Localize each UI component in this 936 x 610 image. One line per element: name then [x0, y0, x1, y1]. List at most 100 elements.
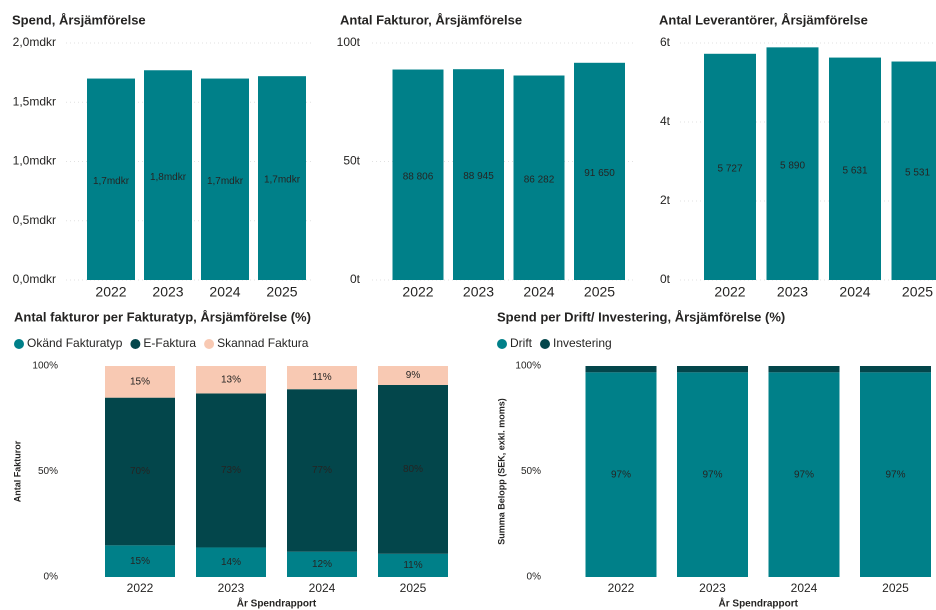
- x-tick-label: 2024: [839, 284, 870, 300]
- y-tick-label: 2,0mdkr: [13, 35, 56, 49]
- data-label: 88 945: [463, 171, 494, 182]
- data-label: 1,7mdkr: [264, 175, 301, 186]
- data-label: 1,8mdkr: [150, 172, 187, 183]
- bar-segment: [287, 551, 357, 577]
- x-tick-label: 2022: [714, 284, 745, 300]
- x-axis-label: År Spendrapport: [237, 597, 317, 610]
- bar-segment: [196, 366, 266, 394]
- chart-title: Antal Leverantörer, Årsjämförelse: [659, 12, 868, 27]
- y-tick-label: 50%: [38, 466, 58, 477]
- data-label: 1,7mdkr: [93, 176, 130, 187]
- data-label: 15%: [130, 376, 150, 387]
- x-tick-label: 2022: [127, 581, 154, 595]
- y-tick-label: 2t: [660, 193, 671, 207]
- bar-segment: [677, 372, 748, 577]
- bar-segment: [378, 384, 448, 554]
- y-tick-label: 0%: [527, 572, 542, 583]
- data-label: 11%: [403, 560, 422, 571]
- y-tick-label: 4t: [660, 114, 671, 128]
- data-label: 13%: [221, 374, 241, 385]
- chart-title: Spend per Drift/ Investering, Årsjämföre…: [497, 309, 785, 324]
- legend-label: Okänd Fakturatyp: [27, 336, 123, 350]
- x-tick-label: 2023: [699, 581, 726, 595]
- bar-segment: [860, 372, 931, 577]
- bar-segment: [378, 366, 448, 385]
- x-tick-label: 2022: [608, 581, 635, 595]
- y-tick-label: 50%: [521, 466, 541, 477]
- x-tick-label: 2023: [463, 284, 494, 300]
- bar: [829, 57, 881, 280]
- x-tick-label: 2024: [209, 284, 240, 300]
- y-tick-label: 0,5mdkr: [13, 213, 56, 227]
- bar: [201, 78, 249, 280]
- data-label: 97%: [702, 469, 722, 480]
- data-label: 97%: [611, 469, 631, 480]
- data-label: 73%: [221, 465, 241, 476]
- data-label: 80%: [403, 464, 423, 475]
- bar-segment: [105, 366, 175, 398]
- y-tick-label: 0,0mdkr: [13, 272, 56, 286]
- data-label: 97%: [794, 469, 814, 480]
- data-label: 88 806: [403, 171, 434, 182]
- data-label: 86 282: [524, 174, 555, 185]
- legend-label: Skannad Faktura: [217, 336, 309, 350]
- data-label: 91 650: [584, 168, 615, 179]
- y-tick-label: 100%: [515, 361, 541, 372]
- data-label: 97%: [885, 469, 905, 480]
- legend-marker: [204, 339, 215, 349]
- bar: [513, 75, 565, 280]
- x-tick-label: 2023: [777, 284, 808, 300]
- data-label: 14%: [221, 557, 241, 568]
- x-tick-label: 2025: [902, 284, 933, 300]
- x-tick-label: 2023: [218, 581, 245, 595]
- x-tick-label: 2025: [882, 581, 909, 595]
- data-label: 70%: [130, 466, 150, 477]
- y-tick-label: 100%: [32, 361, 58, 372]
- y-tick-label: 1,0mdkr: [13, 154, 56, 168]
- data-label: 5 531: [905, 167, 930, 178]
- y-axis-label: Summa Belopp (SEK, exkl. moms): [496, 398, 506, 545]
- bar-segment: [378, 553, 448, 577]
- data-label: 15%: [130, 556, 150, 567]
- bar-segment: [585, 366, 657, 373]
- bar-segment: [768, 372, 840, 577]
- legend-marker: [130, 339, 141, 349]
- y-tick-label: 50t: [343, 154, 360, 168]
- bar: [392, 69, 444, 280]
- data-label: 9%: [406, 370, 421, 381]
- y-tick-label: 0t: [350, 272, 361, 286]
- chart-title: Antal fakturor per Fakturatyp, Årsjämför…: [14, 309, 311, 324]
- data-label: 77%: [312, 465, 332, 476]
- bar-segment: [105, 545, 175, 577]
- bar: [891, 61, 936, 281]
- bar-segment: [585, 372, 657, 577]
- legend-marker: [14, 339, 24, 349]
- legend-marker: [540, 339, 550, 349]
- bar: [766, 47, 819, 280]
- data-label: 12%: [312, 559, 332, 570]
- bar: [574, 62, 625, 280]
- bar-segment: [196, 393, 266, 548]
- x-tick-label: 2024: [523, 284, 554, 300]
- y-tick-label: 0%: [44, 572, 59, 583]
- data-label: 5 631: [842, 165, 867, 176]
- x-tick-label: 2023: [152, 284, 183, 300]
- legend-label: Investering: [553, 336, 612, 350]
- x-tick-label: 2022: [95, 284, 126, 300]
- bar: [258, 76, 306, 281]
- bar-segment: [287, 366, 357, 390]
- y-tick-label: 6t: [660, 35, 671, 49]
- x-tick-label: 2025: [400, 581, 427, 595]
- y-axis-label: Antal Fakturor: [12, 440, 22, 502]
- bar-segment: [287, 389, 357, 552]
- data-label: 5 727: [717, 164, 742, 175]
- bar-segment: [860, 366, 931, 373]
- bar-segment: [677, 366, 748, 373]
- bar-segment: [105, 397, 175, 546]
- bar: [87, 78, 135, 280]
- chart-title: Spend, Årsjämförelse: [12, 12, 146, 27]
- data-label: 11%: [312, 372, 331, 383]
- bar: [453, 69, 504, 280]
- x-tick-label: 2025: [266, 284, 297, 300]
